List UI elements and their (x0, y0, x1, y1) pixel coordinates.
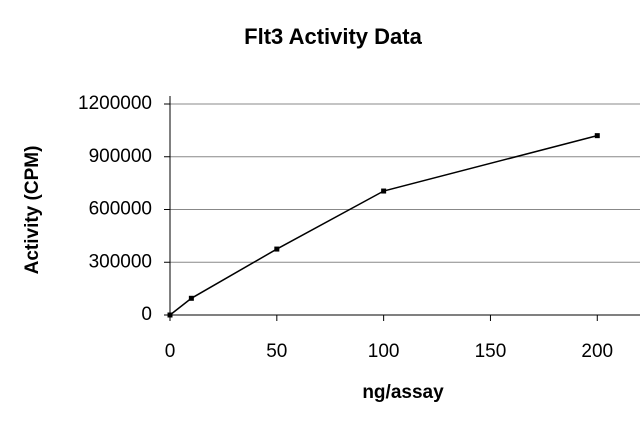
data-line (169, 134, 598, 316)
x-tick-label: 50 (266, 341, 287, 362)
y-tick-label: 0 (141, 304, 152, 325)
y-tick-label: 900000 (89, 146, 152, 167)
chart-title: Flt3 Activity Data (244, 24, 422, 49)
x-axis-label: ng/assay (362, 382, 444, 403)
x-tick-label: 0 (165, 341, 176, 362)
data-point (274, 246, 280, 252)
data-point (167, 312, 173, 318)
x-tick-label: 200 (581, 341, 613, 362)
y-tick-label: 1200000 (78, 93, 152, 114)
x-tick-label: 150 (475, 341, 507, 362)
y-tick-label: 600000 (89, 199, 152, 220)
y-tick-label: 300000 (89, 251, 152, 272)
x-tick-label: 100 (368, 341, 400, 362)
data-point (188, 295, 194, 301)
data-point (594, 133, 600, 139)
y-axis-label: Activity (CPM) (22, 146, 43, 275)
data-point (381, 188, 387, 194)
